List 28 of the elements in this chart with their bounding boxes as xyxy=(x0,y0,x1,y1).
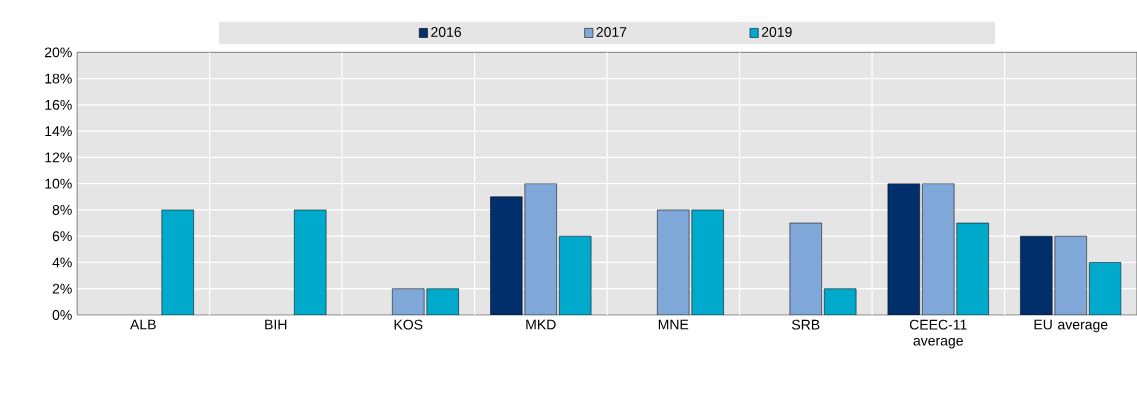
y-tick-label: 14% xyxy=(45,126,72,137)
legend-label: 2017 xyxy=(596,27,627,37)
x-tick-label: CEEC-11 average xyxy=(909,319,967,349)
y-tick-label: 2% xyxy=(52,283,72,294)
legend-label: 2019 xyxy=(761,27,792,37)
bar xyxy=(922,183,955,315)
y-tick-label: 20% xyxy=(45,47,72,58)
x-tick-label: MNE xyxy=(658,319,689,330)
bar xyxy=(657,209,690,315)
bar xyxy=(1054,235,1087,315)
legend-label: 2016 xyxy=(431,27,462,37)
y-tick-label: 8% xyxy=(52,204,72,215)
y-tick-label: 10% xyxy=(45,178,72,189)
x-tick-label: MKD xyxy=(526,319,556,330)
x-tick-label: SRB xyxy=(791,319,820,330)
x-tick-label: EU average xyxy=(1034,319,1108,333)
x-tick-label: KOS xyxy=(394,319,423,330)
y-tick-label: 18% xyxy=(45,73,72,84)
y-tick-label: 6% xyxy=(52,231,72,242)
x-tick-label: ALB xyxy=(130,319,156,330)
y-tick-label: 0% xyxy=(52,310,72,320)
y-tick-label: 12% xyxy=(45,152,72,163)
bar xyxy=(524,183,557,315)
bar xyxy=(392,288,425,315)
bar xyxy=(789,222,822,315)
y-tick-label: 4% xyxy=(52,257,72,268)
x-tick-label: BIH xyxy=(265,319,287,330)
y-tick-label: 16% xyxy=(45,99,72,110)
